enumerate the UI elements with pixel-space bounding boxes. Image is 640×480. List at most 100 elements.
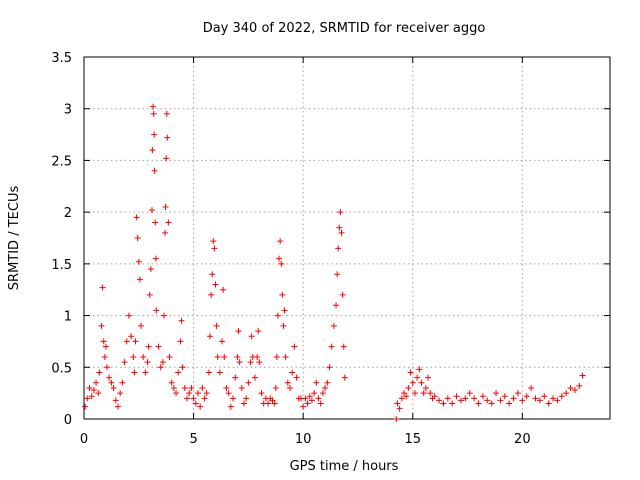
data-point bbox=[82, 403, 89, 410]
data-point bbox=[234, 353, 241, 360]
data-point bbox=[541, 393, 548, 400]
data-point bbox=[98, 322, 105, 329]
data-point bbox=[254, 353, 261, 360]
data-point bbox=[220, 286, 227, 293]
data-point bbox=[315, 395, 322, 402]
plot-frame bbox=[83, 56, 611, 420]
data-point bbox=[165, 219, 172, 226]
data-point bbox=[214, 353, 221, 360]
data-point bbox=[88, 393, 95, 400]
data-point bbox=[248, 333, 255, 340]
data-point bbox=[163, 110, 170, 117]
y-tick-label: 1.5 bbox=[51, 258, 72, 273]
data-point bbox=[86, 384, 93, 391]
data-point bbox=[339, 291, 346, 298]
data-point bbox=[112, 397, 119, 404]
data-point bbox=[136, 276, 143, 283]
data-point bbox=[230, 395, 237, 402]
data-point bbox=[178, 317, 185, 324]
y-tick-labels: 0 0.5 1 1.5 2 2.5 3 3.5 bbox=[51, 51, 72, 428]
data-point bbox=[333, 302, 340, 309]
data-point bbox=[506, 400, 513, 407]
data-point bbox=[104, 364, 111, 371]
data-point bbox=[340, 343, 347, 350]
grid bbox=[84, 57, 610, 419]
data-point bbox=[311, 390, 318, 397]
data-point bbox=[155, 343, 162, 350]
data-point bbox=[106, 374, 113, 381]
data-point bbox=[282, 353, 289, 360]
y-tick-label: 3.5 bbox=[51, 51, 72, 66]
y-tick-label: 3 bbox=[64, 103, 72, 118]
data-point bbox=[157, 364, 164, 371]
data-point bbox=[162, 229, 169, 236]
data-point bbox=[177, 338, 184, 345]
data-point bbox=[208, 291, 215, 298]
data-point bbox=[289, 369, 296, 376]
data-point bbox=[407, 369, 414, 376]
data-point bbox=[146, 291, 153, 298]
data-point bbox=[166, 353, 173, 360]
data-point bbox=[190, 395, 197, 402]
data-point bbox=[110, 384, 117, 391]
data-point bbox=[135, 258, 142, 265]
data-point bbox=[280, 322, 287, 329]
data-point bbox=[274, 312, 281, 319]
data-point bbox=[425, 374, 432, 381]
data-point bbox=[240, 400, 247, 407]
data-point bbox=[279, 291, 286, 298]
data-point bbox=[188, 384, 195, 391]
data-point bbox=[284, 379, 291, 386]
data-point bbox=[493, 390, 500, 397]
data-point bbox=[265, 400, 272, 407]
data-point bbox=[168, 379, 175, 386]
data-point bbox=[484, 397, 491, 404]
data-point bbox=[247, 359, 254, 366]
data-point bbox=[199, 384, 206, 391]
data-point bbox=[147, 266, 154, 273]
data-point bbox=[317, 400, 324, 407]
data-point bbox=[313, 379, 320, 386]
data-point bbox=[184, 395, 191, 402]
data-point bbox=[227, 403, 234, 410]
data-point bbox=[420, 390, 427, 397]
data-point bbox=[170, 384, 177, 391]
data-point bbox=[328, 343, 335, 350]
data-point bbox=[255, 328, 262, 335]
data-point bbox=[133, 214, 140, 221]
x-tick-labels: 0 5 10 15 20 bbox=[80, 432, 531, 447]
data-point bbox=[93, 379, 100, 386]
data-point bbox=[150, 110, 157, 117]
data-point bbox=[479, 393, 486, 400]
data-point bbox=[181, 384, 188, 391]
data-point bbox=[232, 374, 239, 381]
data-point bbox=[293, 374, 300, 381]
data-point bbox=[523, 393, 530, 400]
data-point bbox=[514, 390, 521, 397]
data-point bbox=[571, 387, 578, 394]
data-point bbox=[175, 369, 182, 376]
data-point bbox=[209, 271, 216, 278]
data-point bbox=[308, 397, 315, 404]
axis-ticks bbox=[83, 56, 610, 420]
data-point bbox=[203, 390, 210, 397]
data-point bbox=[125, 312, 132, 319]
data-point bbox=[462, 395, 469, 402]
data-point bbox=[330, 322, 337, 329]
data-point bbox=[411, 390, 418, 397]
data-point bbox=[497, 397, 504, 404]
data-point bbox=[132, 338, 139, 345]
data-point bbox=[466, 390, 473, 397]
y-tick-label: 2.5 bbox=[51, 154, 72, 169]
y-tick-label: 1 bbox=[64, 310, 72, 325]
data-point bbox=[398, 395, 405, 402]
data-point bbox=[324, 379, 331, 386]
data-point bbox=[271, 400, 278, 407]
data-point bbox=[201, 395, 208, 402]
data-point bbox=[114, 403, 121, 410]
data-point bbox=[223, 384, 230, 391]
data-point bbox=[117, 390, 124, 397]
data-point bbox=[335, 245, 342, 252]
data-point bbox=[152, 219, 159, 226]
y-tick-label: 2 bbox=[64, 206, 72, 221]
